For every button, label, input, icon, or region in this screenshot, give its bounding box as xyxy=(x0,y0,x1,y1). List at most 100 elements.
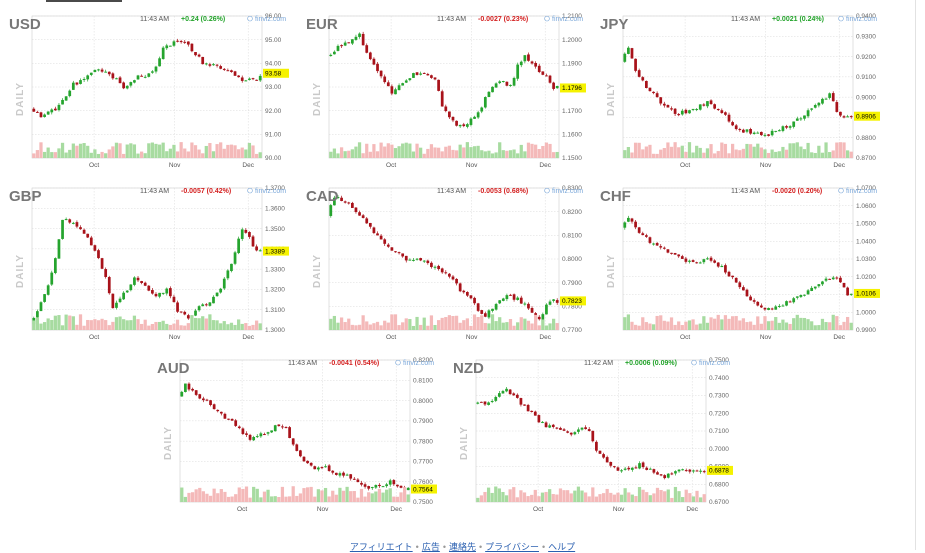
volume-bar xyxy=(544,325,549,330)
volume-bar xyxy=(401,322,405,330)
candle-body xyxy=(695,109,699,111)
volume-bar xyxy=(781,319,785,330)
footer-link-advertising[interactable]: 広告 xyxy=(421,542,440,552)
volume-bar xyxy=(479,495,484,502)
x-tick-label: Nov xyxy=(317,506,329,513)
volume-bar xyxy=(469,325,473,330)
volume-bar xyxy=(114,317,119,330)
last-value-label: 0.7823 xyxy=(562,298,582,305)
candle-body xyxy=(64,219,68,221)
chart-chf[interactable]: 1.0700 1.0600 1.0500 1.0400 1.0300 1.0200 1.01… xyxy=(597,176,885,356)
candle-body xyxy=(641,462,645,468)
candle-body xyxy=(505,295,509,300)
y-tick-label: 1.2000 xyxy=(562,37,582,44)
candle-body xyxy=(501,298,505,301)
candle-body xyxy=(662,103,666,106)
volume-bar xyxy=(204,318,208,330)
volume-bar xyxy=(118,316,122,330)
volume-bar xyxy=(494,321,498,330)
chart-aud[interactable]: 0.8200 0.8100 0.8000 0.7900 0.7800 0.7700 0.76… xyxy=(154,348,442,528)
candle-body xyxy=(125,290,129,293)
candle-body xyxy=(828,278,832,280)
volume-bar xyxy=(462,320,466,330)
candle-body xyxy=(824,278,828,281)
daily-label: DAILY xyxy=(459,426,470,460)
volume-bar xyxy=(573,490,577,502)
volume-bar xyxy=(129,320,133,330)
volume-bar xyxy=(53,152,57,158)
candle-body xyxy=(104,269,108,277)
candle-body xyxy=(756,132,760,134)
volume-bar xyxy=(32,153,36,158)
volume-bar xyxy=(53,315,57,330)
y-tick-label: 0.8200 xyxy=(413,357,433,364)
volume-bar xyxy=(813,152,817,158)
candle-body xyxy=(86,75,90,80)
candle-body xyxy=(291,438,295,445)
footer-link-help[interactable]: ヘルプ xyxy=(548,542,576,552)
volume-bar xyxy=(497,488,501,502)
candle-body xyxy=(125,85,129,89)
currency-title: JPY xyxy=(600,16,628,33)
volume-bar xyxy=(462,147,466,158)
candle-body xyxy=(609,461,613,466)
footer-link-contact[interactable]: 連絡先 xyxy=(448,542,476,552)
volume-bar xyxy=(372,144,376,158)
chart-usd[interactable]: 96.00 95.00 94.00 93.00 92.00 91.00 90.00 Oct No… xyxy=(6,4,294,184)
chart-jpy[interactable]: 0.94000.93000.92000.91000.90000.89000.88… xyxy=(597,4,885,184)
candle-body xyxy=(785,126,788,128)
volume-bar xyxy=(422,153,426,158)
volume-bar xyxy=(201,153,205,158)
volume-bar xyxy=(32,320,36,330)
candle-body xyxy=(483,313,487,317)
last-value-label: 1.0106 xyxy=(856,291,876,298)
volume-bar xyxy=(705,148,710,158)
chart-eur[interactable]: 1.21001.20001.19001.18001.17001.16001.15… xyxy=(303,4,591,184)
candle-body xyxy=(767,134,770,136)
volume-bar xyxy=(530,143,534,158)
candle-body xyxy=(612,466,616,468)
volume-bar xyxy=(201,491,205,502)
candle-body xyxy=(176,40,179,42)
daily-label: DAILY xyxy=(15,82,26,116)
volume-bar xyxy=(709,144,713,158)
chart-cad[interactable]: 0.8300 0.8200 0.8100 0.8000 0.7900 0.7800 0.77… xyxy=(303,176,591,356)
volume-bar xyxy=(447,145,452,158)
volume-bar xyxy=(544,142,549,158)
candle-body xyxy=(749,128,752,134)
volume-bar xyxy=(648,144,652,158)
daily-label: DAILY xyxy=(163,426,174,460)
volume-bar xyxy=(139,151,144,158)
chart-nzd[interactable]: 0.75000.74000.73000.72000.71000.70000.69… xyxy=(450,348,738,528)
candle-body xyxy=(702,259,706,263)
chart-gbp[interactable]: 1.37001.36001.35001.34001.33001.32001.31… xyxy=(6,176,294,356)
candle-body xyxy=(212,296,215,304)
volume-bar xyxy=(824,142,828,158)
volume-bar xyxy=(465,142,469,158)
volume-bar xyxy=(838,142,843,158)
y-tick-label: 0.7700 xyxy=(562,327,582,334)
candle-body xyxy=(491,86,494,93)
volume-bar xyxy=(440,317,444,330)
candle-body xyxy=(361,33,365,46)
footer-link-privacy[interactable]: プライバシー xyxy=(485,542,539,552)
candle-body xyxy=(374,485,378,488)
candle-body xyxy=(458,283,462,292)
footer-link-affiliate[interactable]: アフィリエイト xyxy=(349,542,413,552)
candle-body xyxy=(666,249,670,253)
candle-body xyxy=(227,418,230,420)
volume-bar xyxy=(637,142,641,158)
currency-title: EUR xyxy=(306,16,338,33)
volume-bar xyxy=(669,146,674,158)
candle-body xyxy=(133,277,136,285)
candle-body xyxy=(623,53,627,62)
candle-body xyxy=(706,101,709,107)
candle-body xyxy=(97,250,100,259)
candle-body xyxy=(365,45,369,53)
candle-body xyxy=(555,300,559,303)
volume-bar xyxy=(60,325,65,330)
volume-bar xyxy=(266,489,270,502)
candle-body xyxy=(842,116,846,118)
y-tick-label: 0.7500 xyxy=(709,357,729,364)
volume-bar xyxy=(849,322,853,330)
